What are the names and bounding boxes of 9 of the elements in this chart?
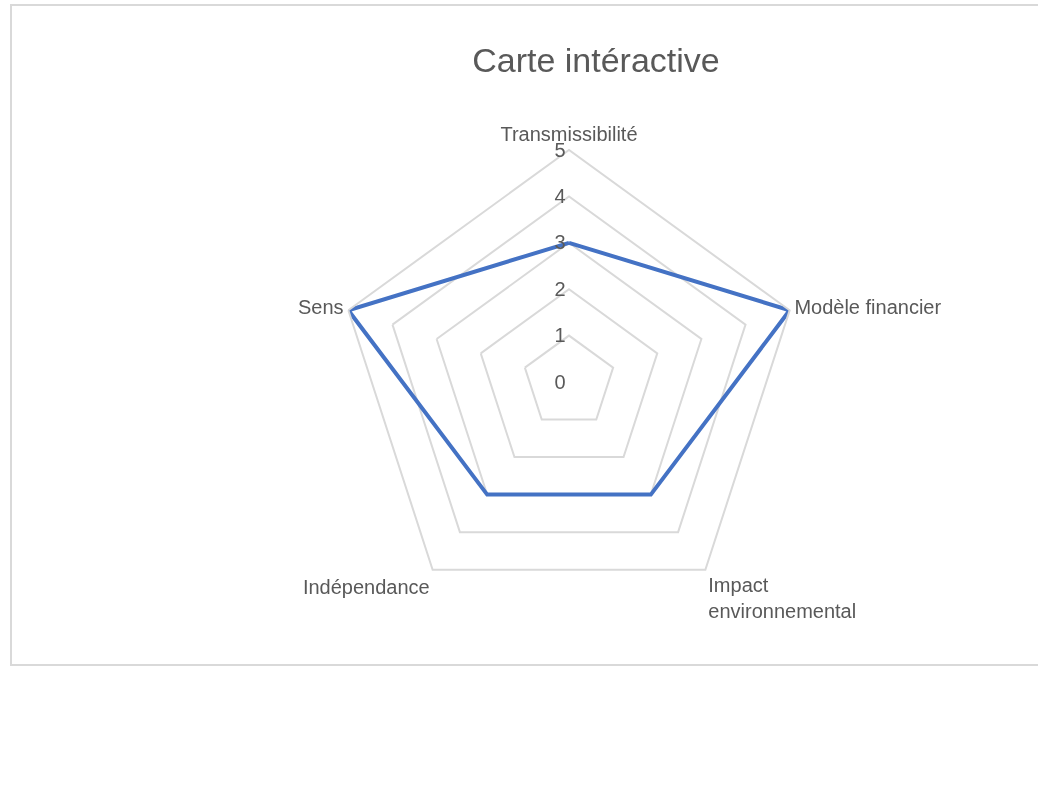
chart-title: Carte intéractive: [472, 40, 720, 79]
spoke-label: Modèle financier: [794, 296, 942, 319]
y-tick-label: 2: [554, 277, 566, 300]
spoke-label: Indépendance: [302, 576, 430, 599]
y-tick-label: 0: [554, 370, 566, 393]
spoke-label: Sens: [298, 296, 344, 319]
spoke-label: Impact environnemental: [708, 573, 857, 622]
y-tick-label: 4: [554, 184, 566, 207]
y-tick-label: 1: [554, 324, 566, 347]
